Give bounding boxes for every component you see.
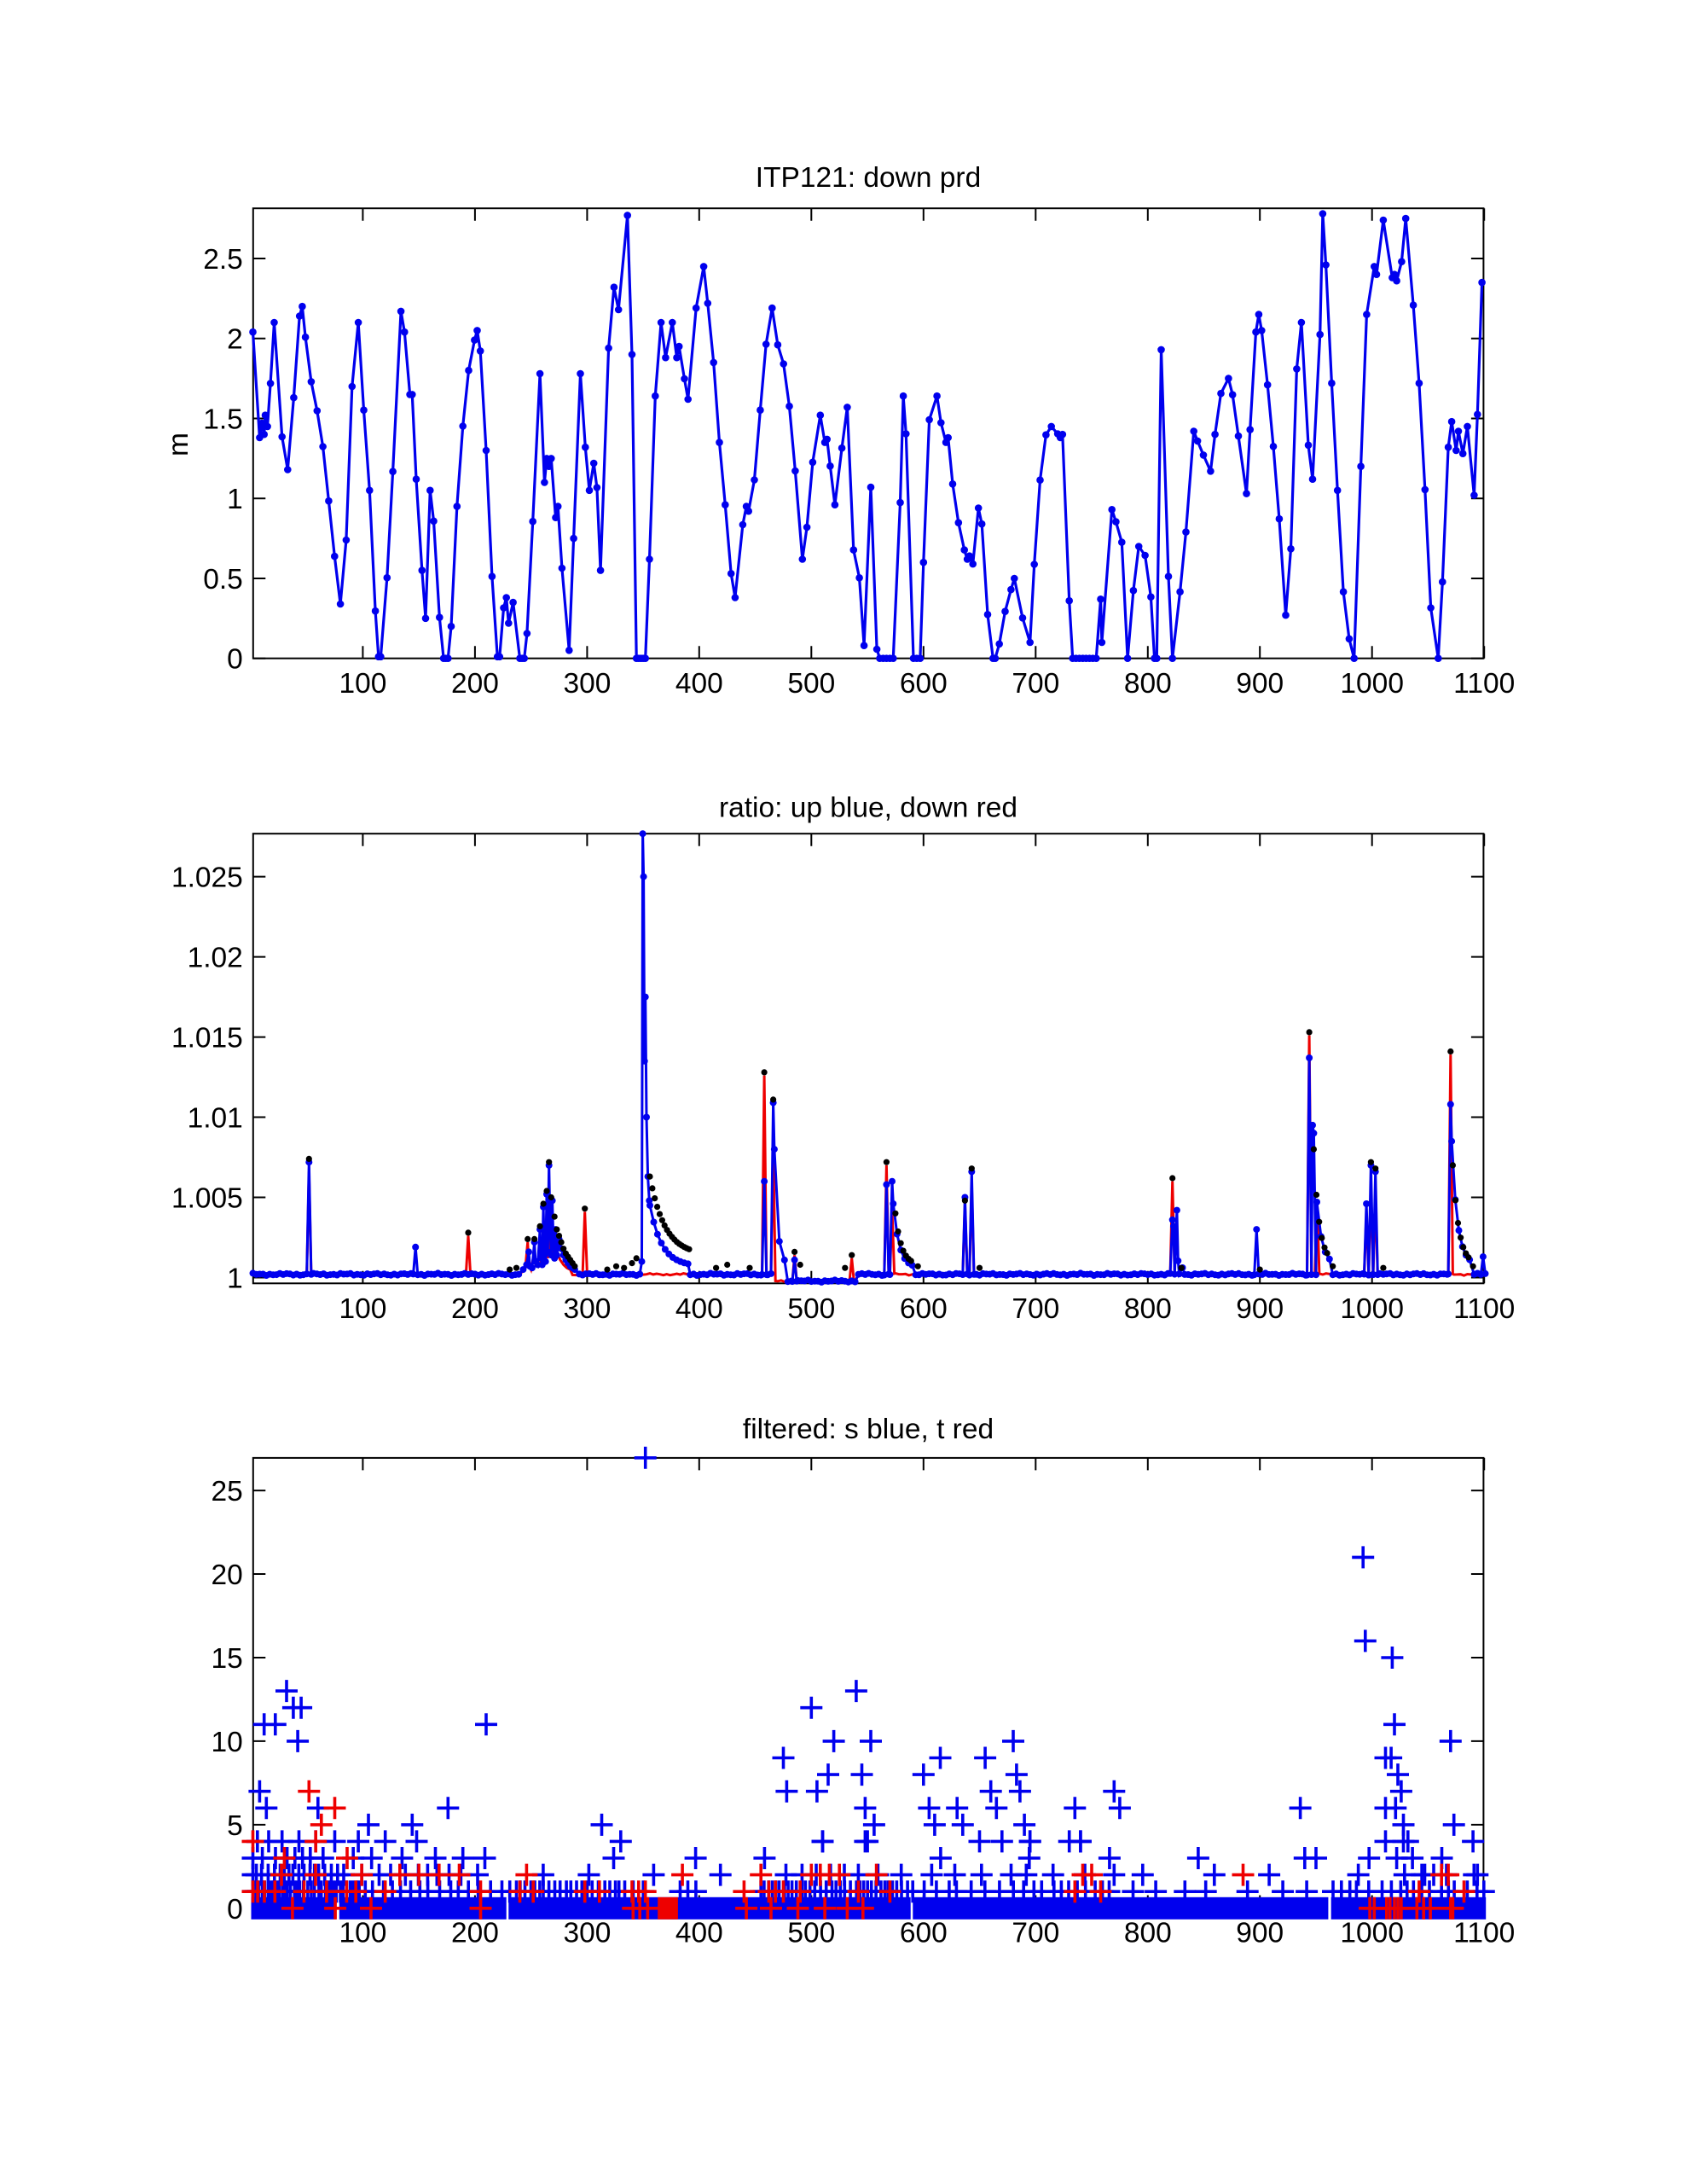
svg-text:900: 900 bbox=[1236, 668, 1284, 700]
svg-text:ITP121: down prd: ITP121: down prd bbox=[756, 162, 981, 194]
svg-text:700: 700 bbox=[1012, 668, 1059, 700]
svg-text:15: 15 bbox=[212, 1643, 243, 1675]
svg-text:1: 1 bbox=[227, 484, 243, 515]
svg-text:1000: 1000 bbox=[1340, 1293, 1404, 1325]
svg-text:1100: 1100 bbox=[1453, 1293, 1515, 1325]
svg-text:300: 300 bbox=[563, 668, 611, 700]
svg-text:1000: 1000 bbox=[1340, 668, 1404, 700]
svg-text:500: 500 bbox=[787, 668, 835, 700]
svg-text:200: 200 bbox=[451, 668, 499, 700]
svg-text:1: 1 bbox=[227, 1263, 243, 1295]
svg-text:700: 700 bbox=[1012, 1293, 1059, 1325]
svg-text:filtered: s blue, t red: filtered: s blue, t red bbox=[743, 1414, 994, 1445]
svg-text:0.5: 0.5 bbox=[203, 564, 243, 595]
svg-text:100: 100 bbox=[339, 668, 386, 700]
svg-text:1.015: 1.015 bbox=[171, 1023, 243, 1054]
svg-text:1100: 1100 bbox=[1453, 1918, 1515, 1949]
svg-text:400: 400 bbox=[675, 1918, 723, 1949]
svg-text:25: 25 bbox=[212, 1476, 243, 1507]
svg-text:300: 300 bbox=[563, 1918, 611, 1949]
svg-text:400: 400 bbox=[675, 1293, 723, 1325]
svg-text:300: 300 bbox=[563, 1293, 611, 1325]
svg-text:1.005: 1.005 bbox=[171, 1183, 243, 1215]
svg-text:10: 10 bbox=[212, 1727, 243, 1758]
svg-text:900: 900 bbox=[1236, 1293, 1284, 1325]
svg-text:400: 400 bbox=[675, 668, 723, 700]
svg-text:800: 800 bbox=[1124, 1918, 1172, 1949]
svg-text:0: 0 bbox=[227, 1894, 243, 1926]
svg-text:600: 600 bbox=[900, 668, 948, 700]
svg-text:100: 100 bbox=[339, 1918, 386, 1949]
svg-text:500: 500 bbox=[787, 1918, 835, 1949]
svg-text:600: 600 bbox=[900, 1918, 948, 1949]
svg-text:800: 800 bbox=[1124, 668, 1172, 700]
svg-text:500: 500 bbox=[787, 1293, 835, 1325]
svg-text:700: 700 bbox=[1012, 1918, 1059, 1949]
svg-text:2: 2 bbox=[227, 324, 243, 356]
svg-text:1.02: 1.02 bbox=[188, 943, 243, 974]
svg-text:1100: 1100 bbox=[1453, 668, 1515, 700]
svg-text:1.5: 1.5 bbox=[203, 404, 243, 436]
svg-text:20: 20 bbox=[212, 1560, 243, 1591]
svg-text:1000: 1000 bbox=[1340, 1918, 1404, 1949]
svg-text:100: 100 bbox=[339, 1293, 386, 1325]
svg-text:600: 600 bbox=[900, 1293, 948, 1325]
svg-text:0: 0 bbox=[227, 644, 243, 676]
svg-text:1.01: 1.01 bbox=[188, 1103, 243, 1135]
svg-text:900: 900 bbox=[1236, 1918, 1284, 1949]
svg-text:200: 200 bbox=[451, 1918, 499, 1949]
svg-text:5: 5 bbox=[227, 1810, 243, 1842]
svg-text:200: 200 bbox=[451, 1293, 499, 1325]
svg-text:m: m bbox=[163, 433, 194, 456]
svg-text:1.025: 1.025 bbox=[171, 863, 243, 894]
svg-text:800: 800 bbox=[1124, 1293, 1172, 1325]
svg-text:ratio: up blue, down red: ratio: up blue, down red bbox=[719, 793, 1017, 824]
svg-text:2.5: 2.5 bbox=[203, 244, 243, 276]
